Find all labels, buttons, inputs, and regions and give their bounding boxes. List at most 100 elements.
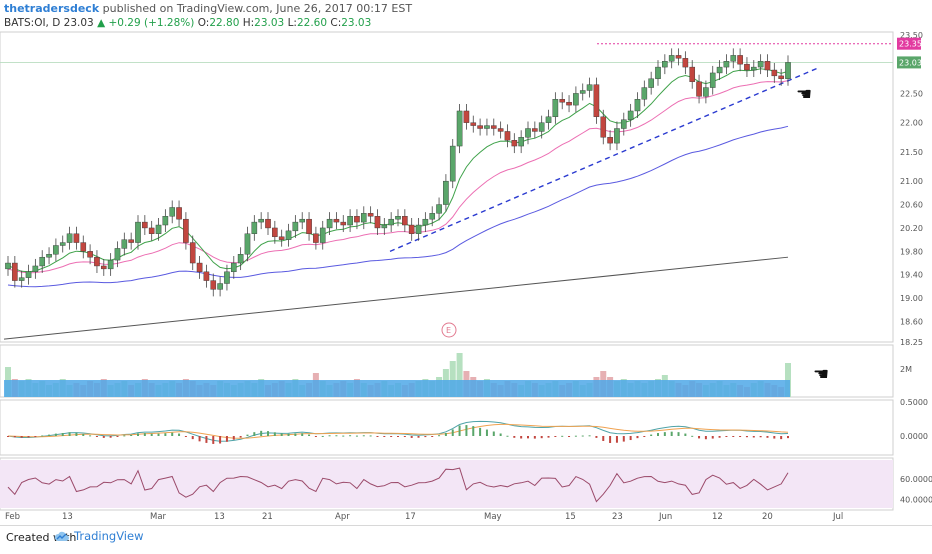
candle-body xyxy=(121,239,128,249)
candle-body xyxy=(682,58,689,68)
candle-body xyxy=(490,125,497,129)
macd-histogram-bar xyxy=(609,436,612,443)
time-axis-label: May xyxy=(484,512,502,522)
price-axis-label: 20.20 xyxy=(900,224,923,233)
candle-body xyxy=(381,224,388,229)
earnings-marker xyxy=(441,322,457,338)
candle-body xyxy=(196,262,203,273)
macd-histogram-bar xyxy=(280,433,283,436)
symbol-label[interactable]: BATS:OI, D xyxy=(4,17,61,29)
candle-body xyxy=(545,116,552,123)
macd-histogram-bar xyxy=(314,436,317,437)
candle-body xyxy=(107,259,114,270)
candle-body xyxy=(532,128,538,132)
macd-histogram-bar xyxy=(75,432,78,436)
macd-histogram-bar xyxy=(725,436,728,437)
macd-histogram-bar xyxy=(68,432,71,436)
candle-body xyxy=(518,137,524,147)
candle-body xyxy=(668,55,675,62)
macd-histogram-bar xyxy=(130,434,133,436)
candle-body xyxy=(641,87,648,100)
candle-body xyxy=(778,75,784,79)
candle-body xyxy=(251,221,258,234)
last-price: 23.03 xyxy=(63,17,94,29)
candle-body xyxy=(326,218,333,229)
candle-body xyxy=(367,213,374,217)
candle-body xyxy=(374,216,381,229)
candle-body xyxy=(648,78,654,88)
macd-histogram-bar xyxy=(171,432,174,436)
macd-histogram-bar xyxy=(267,431,269,436)
macd-histogram-bar xyxy=(376,436,379,437)
candle-body xyxy=(80,242,87,252)
macd-histogram-bar xyxy=(89,435,92,437)
candle-body xyxy=(155,224,162,234)
candle-body xyxy=(18,277,25,281)
uptrend-line xyxy=(389,66,821,252)
macd-histogram-bar xyxy=(328,435,331,437)
macd-histogram-bar xyxy=(321,435,324,437)
candle-body xyxy=(183,218,189,243)
candle-body xyxy=(46,254,52,258)
macd-histogram-bar xyxy=(205,436,208,443)
footer-bar: Created with TradingView xyxy=(0,525,932,550)
macd-histogram-bar xyxy=(527,436,529,439)
candle-body xyxy=(53,245,59,255)
publish-header: thetradersdeck published on TradingView.… xyxy=(4,2,412,15)
macd-histogram-bar xyxy=(34,436,37,437)
macd-histogram-bar xyxy=(615,436,618,443)
candle-body xyxy=(559,99,566,103)
macd-histogram-bar xyxy=(157,433,160,436)
macd-histogram-bar xyxy=(184,436,187,437)
candle-body xyxy=(258,218,264,223)
macd-histogram-bar xyxy=(595,436,598,438)
macd-histogram-bar xyxy=(13,436,16,438)
candle-body xyxy=(395,216,401,220)
macd-histogram-bar xyxy=(369,435,372,437)
macd-histogram-bar xyxy=(198,436,201,442)
macd-histogram-bar xyxy=(444,432,447,436)
macd-histogram-bar xyxy=(150,433,153,436)
macd-histogram-bar xyxy=(178,433,181,436)
candle-body xyxy=(148,227,155,234)
candle-body xyxy=(477,125,483,129)
macd-histogram-bar xyxy=(417,436,420,438)
candle-body xyxy=(333,218,340,223)
candle-body xyxy=(497,128,504,132)
symbol-header: BATS:OI, D 23.03 ▲ +0.29 (+1.28%) O:22.8… xyxy=(4,17,371,29)
macd-histogram-bar xyxy=(691,435,694,437)
macd-histogram-bar xyxy=(342,435,345,437)
candle-body xyxy=(203,271,210,281)
candle-body xyxy=(100,265,107,270)
candle-body xyxy=(627,110,634,120)
author-link[interactable]: thetradersdeck xyxy=(4,2,100,15)
macd-histogram-bar xyxy=(540,436,543,439)
price-axis-label: 22.50 xyxy=(900,89,923,98)
ema-mid-line xyxy=(7,80,789,274)
macd-histogram-bar xyxy=(54,433,57,436)
tradingview-brand[interactable]: TradingView xyxy=(54,529,143,543)
candle-body xyxy=(757,61,764,68)
hand-pointer-icon: ☚ xyxy=(796,84,813,105)
earnings-label: E xyxy=(446,326,451,335)
price-axis-label: 23.50 xyxy=(900,31,923,40)
macd-histogram-bar xyxy=(520,436,523,439)
candle-body xyxy=(189,242,196,264)
macd-histogram-bar xyxy=(48,434,51,436)
candle-body xyxy=(66,233,73,243)
price-axis-label: 19.40 xyxy=(900,271,923,280)
macd-histogram-bar xyxy=(561,435,564,437)
macd-histogram-bar xyxy=(602,436,605,441)
macd-histogram-bar xyxy=(246,434,249,436)
candle-body xyxy=(210,280,217,290)
volume-bar xyxy=(449,361,456,397)
candle-body xyxy=(388,218,394,226)
candle-body xyxy=(607,137,613,144)
candle-body xyxy=(272,227,278,237)
candle-body xyxy=(415,224,422,234)
candle-body xyxy=(730,55,737,62)
last-price-tag: 23.03 xyxy=(899,58,922,67)
macd-histogram-bar xyxy=(273,432,276,436)
